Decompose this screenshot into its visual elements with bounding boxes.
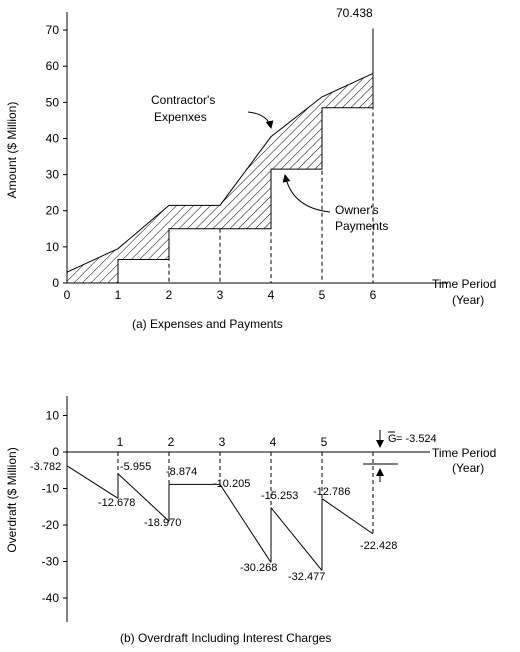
overdraft-line: [321, 498, 374, 535]
overdraft-segments: [66, 465, 374, 571]
overdraft-line: [117, 473, 170, 522]
y-tick-label: 20: [46, 204, 60, 218]
y-tick-label: 40: [46, 131, 60, 145]
overdraft-value-label: -12.678: [98, 497, 135, 509]
x-tick-label: 5: [319, 288, 326, 302]
x-tick-label: 3: [219, 435, 226, 449]
overdraft-value-label: -30.268: [240, 562, 277, 574]
x-tick-label: 2: [168, 435, 175, 449]
caption-b: (b) Overdraft Including Interest Charges: [120, 631, 331, 645]
vertical-guide-lines: [117, 28, 374, 283]
overdraft-line: [66, 465, 119, 499]
y-tick-label: 10: [46, 240, 60, 254]
x-axis-unit: (Year): [452, 293, 484, 307]
overdraft-value-labels: -3.782-12.678-5.955-18.970-8.874-10.205-…: [30, 461, 397, 583]
overdraft-line: [270, 507, 323, 571]
y-tick-label: 30: [46, 168, 60, 182]
final-payment-label: 70.438: [336, 6, 373, 20]
y-tick-label: 0: [52, 276, 59, 290]
overdraft-value-label: -32.477: [288, 571, 325, 583]
caption-a: (a) Expenses and Payments: [132, 317, 283, 331]
y-tick-label: 60: [46, 59, 60, 73]
x-axis-label-b: Time Period: [432, 446, 496, 460]
overdraft-value-label: -3.782: [30, 461, 61, 473]
x-axis-label: Time Period: [432, 277, 496, 291]
overdraft-value-label: -5.955: [120, 461, 151, 473]
contractor-label-line2: Expenxes: [154, 110, 207, 124]
cost-gap-area: [67, 73, 373, 283]
x-tick-label: 6: [370, 288, 377, 302]
y-tick-label: 50: [46, 95, 60, 109]
overdraft-value-label: -18.970: [144, 517, 181, 529]
y-tick-label: 0: [52, 445, 59, 459]
x-tick-label: 1: [117, 435, 124, 449]
vertical-guide-lines-b: [117, 452, 374, 571]
y-tick-label: 10: [46, 409, 60, 423]
owner-label-line1: Owner's: [335, 203, 379, 217]
x-axis-unit-b: (Year): [452, 461, 484, 475]
contractor-label-line1: Contractor's: [151, 93, 215, 107]
x-tick-label: 1: [115, 288, 122, 302]
contractor-expenses-line: [66, 72, 374, 273]
y-tick-labels-b: 10 0 -10 -20 -30 -40: [42, 409, 67, 605]
g-symbol: G: [388, 433, 397, 445]
x-tick-label: 2: [166, 288, 173, 302]
x-tick-label: 3: [217, 288, 224, 302]
y-axis-label: Amount ($ Million): [5, 102, 19, 199]
y-tick-label: -40: [42, 591, 60, 605]
x-tick-label: 0: [64, 288, 71, 302]
contractor-arrow: [247, 111, 274, 129]
overdraft-value-label: -8.874: [166, 466, 197, 478]
x-tick-label: 5: [321, 435, 328, 449]
g-value-label: = -3.524: [396, 433, 437, 445]
chart-b: 10 0 -10 -20 -30 -40 1 2 3 4 5 -3.782 -12.678 -5.95…: [5, 396, 496, 645]
y-tick-label: -20: [42, 518, 60, 532]
x-tick-labels: 0 1 2 3 4 5 6: [64, 288, 377, 302]
x-tick-label: 4: [268, 288, 275, 302]
owner-arrow: [282, 174, 331, 213]
y-tick-labels: 0 10 20 30 40 50 60 70: [46, 23, 67, 290]
overdraft-value-label: -10.205: [213, 478, 250, 490]
y-tick-label: 70: [46, 23, 60, 37]
overdraft-value-label: -15.253: [261, 490, 298, 502]
y-axis-label-b: Overdraft ($ Million): [5, 447, 19, 552]
y-tick-label: -30: [42, 555, 60, 569]
x-tick-label: 4: [270, 435, 277, 449]
owner-label-line2: Payments: [335, 219, 388, 233]
x-tick-labels-b: 1 2 3 4 5: [117, 435, 328, 449]
y-tick-label: -10: [42, 482, 60, 496]
overdraft-line: [219, 484, 272, 563]
overdraft-value-label: -22.428: [360, 540, 397, 552]
chart-a: 0 10 20 30 40 50 60 70 0 1 2 3 4 5 6 Amount ($ Millio…: [5, 6, 496, 331]
overdraft-value-label: -12.786: [313, 486, 350, 498]
